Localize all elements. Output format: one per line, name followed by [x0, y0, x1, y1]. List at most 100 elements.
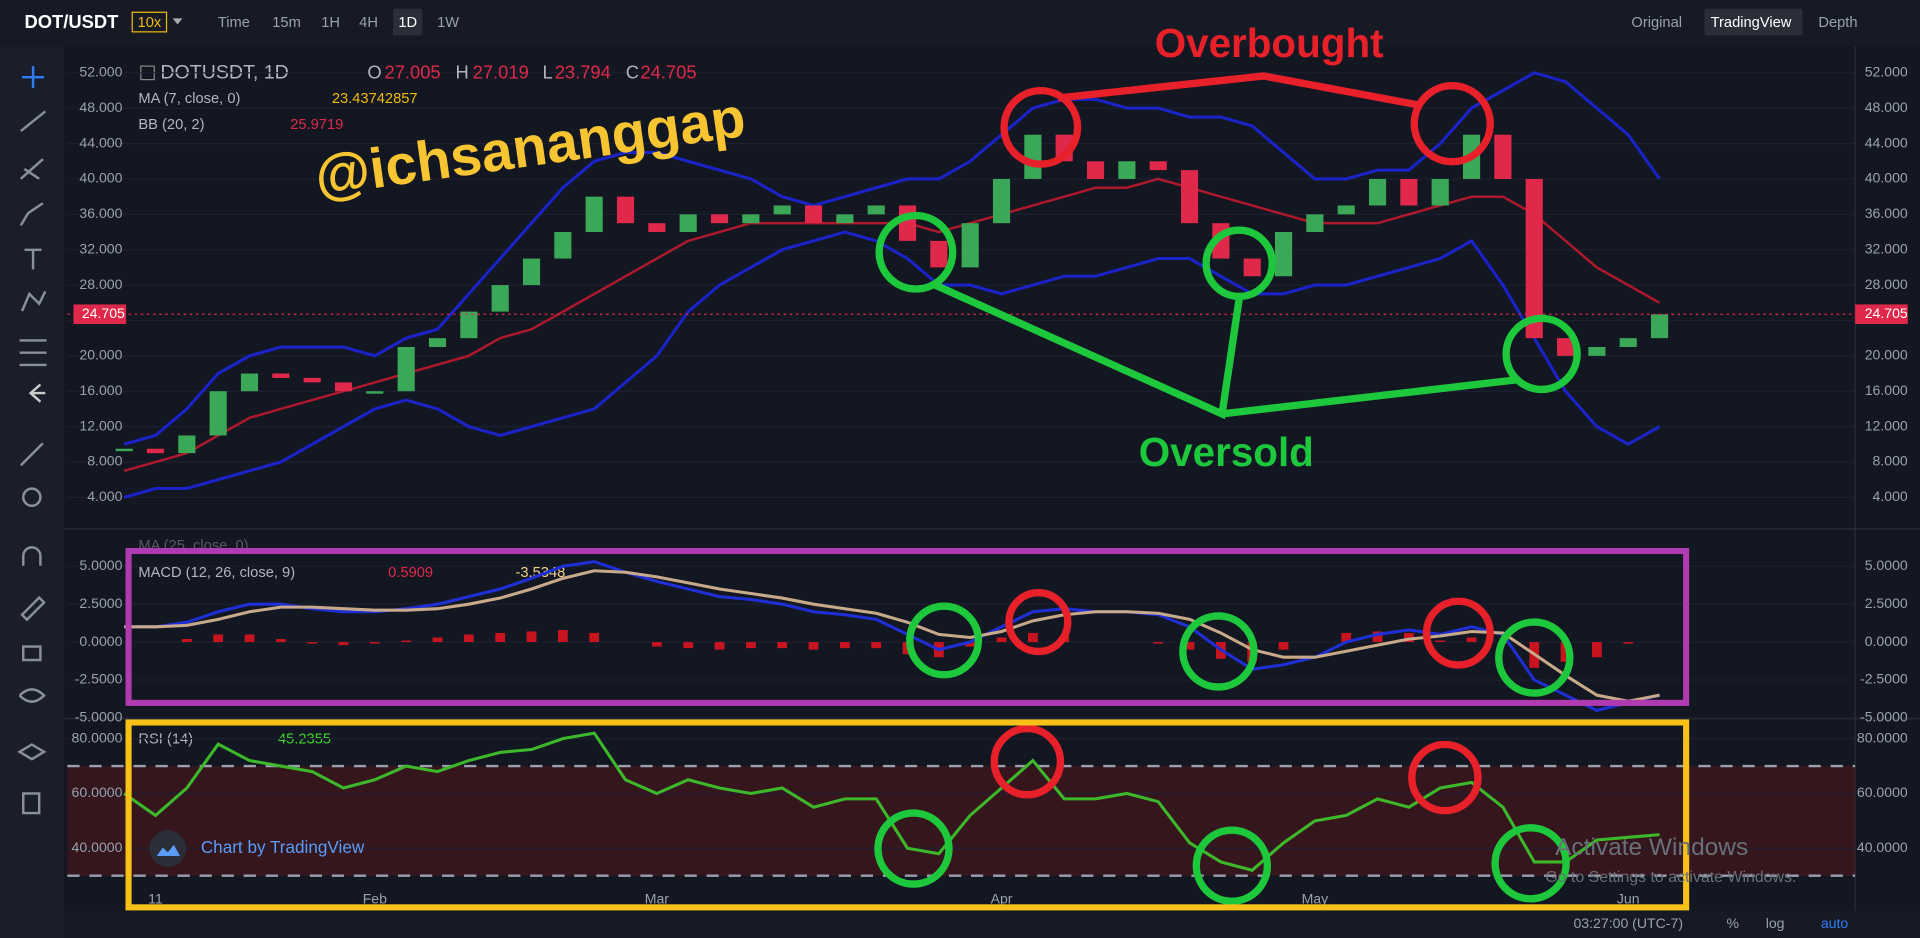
y-tick-label: 5.0000 — [1865, 557, 1908, 573]
interval[interactable]: 4H — [359, 15, 378, 31]
activation-title: Activate Windows — [1555, 834, 1748, 861]
histogram-bar — [808, 642, 819, 650]
price-tag — [1855, 304, 1908, 325]
x-tick-label: May — [1302, 891, 1330, 907]
interval[interactable]: Time — [218, 15, 250, 31]
candle — [303, 377, 321, 383]
candle — [491, 285, 509, 312]
candle — [867, 205, 885, 215]
interval[interactable]: 1W — [437, 15, 459, 31]
leverage-box — [131, 11, 168, 33]
y-tick-label: 44.000 — [79, 134, 122, 150]
candle — [804, 205, 823, 224]
candle — [1368, 178, 1387, 206]
histogram-bar — [275, 639, 286, 643]
y-tick-label: 60.0000 — [72, 784, 123, 800]
histogram-bar — [526, 631, 537, 643]
annotation: Oversold — [1139, 429, 1314, 475]
histogram-bar — [1403, 632, 1414, 643]
candle — [961, 223, 979, 268]
interval[interactable]: 1H — [321, 15, 340, 31]
y-tick-label: 48.000 — [1865, 99, 1908, 115]
candle — [1337, 205, 1355, 215]
y-tick-label: 4.000 — [1873, 488, 1908, 504]
status-button[interactable]: auto — [1821, 915, 1849, 931]
ohlc-value: 23.794 — [555, 61, 611, 82]
status-button[interactable]: log — [1766, 915, 1785, 931]
histogram-bar — [213, 634, 224, 643]
interval[interactable]: 1D — [398, 15, 417, 31]
candle — [1306, 214, 1324, 233]
y-tick-label: 80.0000 — [1857, 729, 1908, 745]
histogram-bar — [1341, 632, 1352, 643]
y-tick-label: -2.5000 — [1860, 671, 1908, 687]
y-tick-label: 8.000 — [1873, 453, 1908, 469]
histogram-bar — [1560, 642, 1571, 662]
view-tab[interactable]: Depth — [1818, 15, 1857, 31]
view-tab[interactable]: TradingView — [1711, 15, 1792, 31]
branding[interactable]: Chart by TradingView — [201, 837, 365, 857]
plot: 4.000 4.000 8.000 8.000 12.000 12.000 16.000 16… — [67, 64, 1908, 907]
candle — [1650, 314, 1669, 339]
histogram-bar — [839, 642, 850, 649]
brand-icon — [149, 830, 187, 867]
dropdown — [172, 18, 183, 25]
y-tick-label: 16.000 — [1865, 382, 1908, 398]
candle — [742, 214, 760, 224]
candle — [1024, 134, 1042, 179]
candle — [1086, 161, 1105, 179]
y-tick-label: 16.000 — [79, 382, 122, 398]
candle — [648, 223, 666, 233]
top-bar — [0, 0, 1920, 47]
indicator-name: MA (7, close, 0) — [138, 91, 240, 107]
candle — [397, 347, 415, 392]
histogram-bar — [1153, 642, 1164, 644]
ohlc-value: 27.019 — [473, 61, 529, 82]
y-tick-label: 28.000 — [79, 276, 122, 292]
clock: 03:27:00 (UTC-7) — [1573, 915, 1683, 931]
histogram-bar — [1184, 642, 1195, 650]
y-tick-label: 36.000 — [79, 205, 122, 221]
candle — [146, 448, 165, 454]
x-tick-label: Jun — [1617, 891, 1640, 907]
leverage[interactable]: 10x — [138, 15, 162, 31]
bb-upper — [123, 71, 1661, 446]
symbol[interactable]: DOT/USDT — [24, 11, 119, 32]
candle — [836, 214, 854, 224]
view-tab[interactable]: Original — [1631, 15, 1682, 31]
y-tick-label: 4.000 — [87, 488, 122, 504]
price-tag-label: 24.705 — [1865, 305, 1908, 321]
pane-title: MACD (12, 26, close, 9) — [138, 565, 295, 581]
candle — [178, 435, 196, 454]
interval-active — [393, 8, 423, 36]
ohlc-label: C — [626, 61, 639, 82]
y-tick-label: -2.5000 — [75, 671, 123, 687]
brand-icon — [156, 844, 180, 856]
histogram-bar — [871, 642, 882, 649]
candle — [334, 382, 353, 392]
y-tick-label: 36.000 — [1865, 205, 1908, 221]
y-tick-label: -5.0000 — [75, 709, 123, 725]
signal-line — [124, 569, 1660, 703]
histogram-bar — [714, 642, 725, 650]
annotation: Overbought — [1155, 20, 1384, 66]
histogram-bar — [463, 634, 474, 643]
interval[interactable]: 15m — [272, 15, 301, 31]
y-tick-label: 8.000 — [87, 453, 122, 469]
price-tag — [73, 304, 127, 325]
histogram-bar — [1372, 631, 1383, 643]
x-tick-label: Apr — [991, 891, 1013, 907]
candle — [1243, 258, 1261, 277]
status-button[interactable]: % — [1727, 915, 1740, 931]
y-tick-label: 60.0000 — [1857, 784, 1908, 800]
histogram-bar — [1027, 632, 1038, 643]
histogram-bar — [369, 642, 380, 644]
pane-title: RSI (14) — [138, 731, 193, 747]
indicator-name: BB (20, 2) — [138, 117, 204, 133]
candle — [930, 240, 948, 268]
candle — [115, 448, 133, 452]
view-active — [1704, 8, 1803, 36]
y-tick-label: 12.000 — [1865, 417, 1908, 433]
